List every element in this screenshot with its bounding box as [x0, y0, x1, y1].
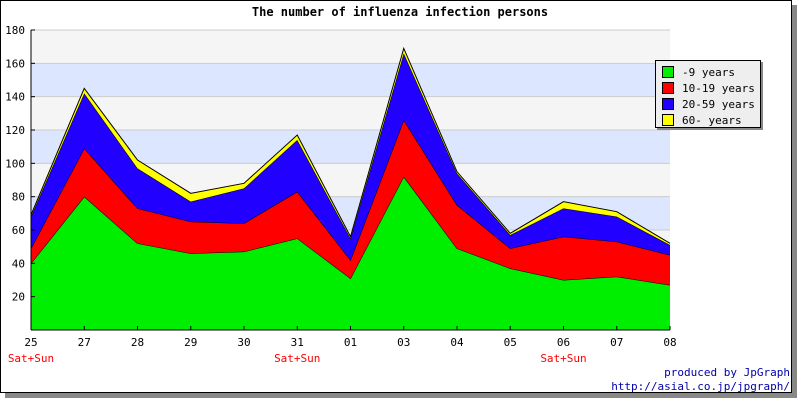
weekend-label: Sat+Sun — [8, 352, 54, 365]
background-band — [31, 130, 670, 164]
x-tick-label: 25 — [24, 336, 37, 349]
x-tick-label: 30 — [237, 336, 250, 349]
y-tick-label: 120 — [5, 124, 25, 137]
legend: -9 years 10-19 years 20-59 years 60- years — [655, 60, 761, 128]
x-tick-label: 08 — [663, 336, 676, 349]
x-tick-label: 03 — [397, 336, 410, 349]
x-tick-label: 04 — [450, 336, 464, 349]
legend-item: 60- years — [662, 112, 760, 128]
y-tick-label: 160 — [5, 57, 25, 70]
x-tick-label: 06 — [557, 336, 570, 349]
series-line-4 — [30, 46, 671, 244]
weekend-label: Sat+Sun — [540, 352, 586, 365]
legend-item: -9 years — [662, 64, 760, 80]
legend-swatch — [662, 66, 674, 78]
legend-label: -9 years — [682, 65, 735, 79]
series-area-3 — [31, 53, 670, 261]
y-tick-label: 80 — [12, 191, 25, 204]
y-tick-label: 20 — [12, 291, 25, 304]
x-tick-label: 31 — [291, 336, 304, 349]
background-band — [31, 30, 670, 64]
x-tick-label: 07 — [610, 336, 623, 349]
credit: produced by JpGraph http://asial.co.jp/j… — [611, 366, 790, 394]
y-tick-label: 140 — [5, 91, 25, 104]
legend-item: 10-19 years — [662, 80, 760, 96]
weekend-label: Sat+Sun — [274, 352, 320, 365]
background-band — [31, 96, 670, 130]
legend-label: 10-19 years — [682, 81, 755, 95]
x-tick-label: 27 — [78, 336, 91, 349]
x-tick-label: 28 — [131, 336, 144, 349]
legend-swatch — [662, 82, 674, 94]
legend-label: 20-59 years — [682, 97, 755, 111]
background-band — [31, 63, 670, 97]
credit-producer: produced by JpGraph — [664, 366, 790, 379]
chart-title: The number of influenza infection person… — [251, 5, 549, 19]
x-tick-label: 01 — [344, 336, 357, 349]
x-tick-label: 05 — [504, 336, 517, 349]
legend-label: 60- years — [682, 113, 742, 127]
x-tick-label: 29 — [184, 336, 197, 349]
y-tick-label: 40 — [12, 257, 25, 270]
credit-url[interactable]: http://asial.co.jp/jpgraph/ — [611, 380, 790, 393]
y-tick-label: 100 — [5, 157, 25, 170]
series-area-4 — [31, 48, 670, 246]
y-tick-label: 180 — [5, 24, 25, 37]
legend-item: 20-59 years — [662, 96, 760, 112]
legend-swatch — [662, 114, 674, 126]
series-area-2 — [31, 120, 670, 285]
y-tick-label: 60 — [12, 224, 25, 237]
series-area-1 — [31, 176, 670, 330]
legend-swatch — [662, 98, 674, 110]
